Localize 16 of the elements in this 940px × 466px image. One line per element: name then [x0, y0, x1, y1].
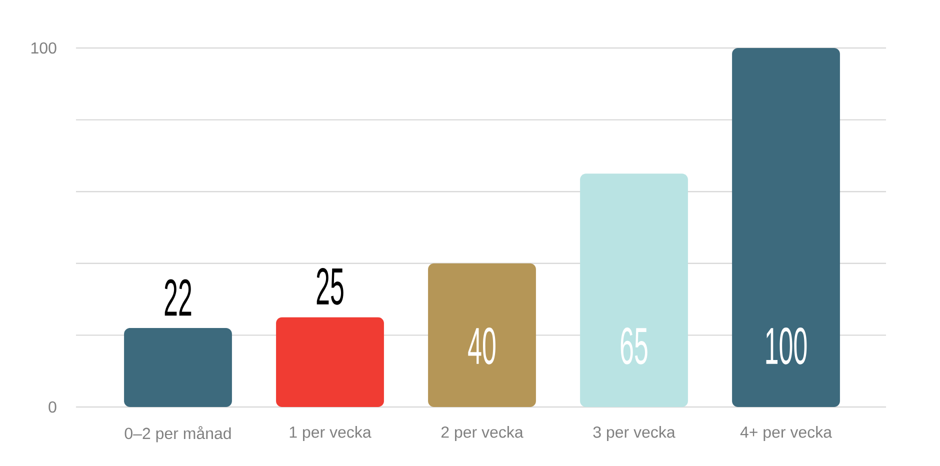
y-tick-label: 0 — [48, 401, 56, 413]
x-tick-label: 2 per vecka — [441, 426, 524, 441]
data-label: 22 — [164, 279, 192, 316]
x-tick-label: 1 per vecka — [290, 426, 372, 441]
bar — [124, 328, 232, 407]
bar — [276, 317, 384, 407]
bar — [732, 48, 840, 407]
bar — [580, 174, 688, 407]
x-tick-label: 3 per vecka — [593, 426, 676, 441]
x-tick-label: 4+ per vecka — [740, 426, 832, 441]
data-label: 100 — [766, 328, 807, 364]
data-label: 65 — [620, 328, 648, 364]
x-tick-label: 0–2 per månad — [124, 426, 231, 442]
data-label: 40 — [468, 328, 496, 364]
bar — [428, 263, 536, 407]
data-label: 25 — [316, 268, 344, 305]
